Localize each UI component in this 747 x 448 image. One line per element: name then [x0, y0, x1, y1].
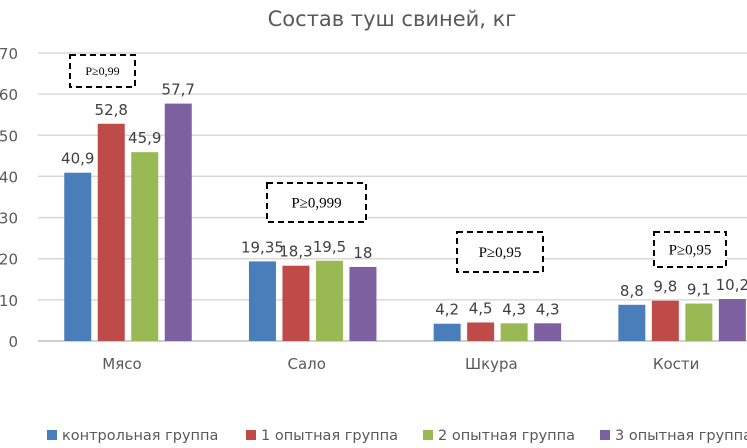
legend-label: контрольная группа — [62, 428, 218, 444]
data-label: 18 — [353, 244, 372, 262]
y-tick-label: 50 — [0, 127, 18, 145]
bar — [97, 123, 125, 341]
y-tick-label: 60 — [0, 86, 18, 104]
significance-box — [69, 54, 136, 88]
data-label: 4,5 — [469, 299, 493, 317]
bar — [64, 172, 92, 341]
chart-title: Состав туш свиней, кг — [268, 7, 517, 31]
bar — [718, 299, 746, 341]
bar — [282, 265, 310, 341]
data-label: 45,9 — [128, 129, 161, 147]
bar — [500, 323, 528, 341]
x-tick-label: Сало — [287, 355, 325, 373]
significance-box — [653, 231, 727, 268]
bar — [131, 152, 159, 341]
data-label: 52,8 — [95, 101, 128, 119]
bar — [534, 323, 562, 341]
x-tick-label: Шкура — [465, 355, 518, 373]
y-tick-label: 20 — [0, 251, 18, 269]
y-tick-label: 70 — [0, 45, 18, 63]
data-label: 4,3 — [502, 300, 526, 318]
legend-label: 1 опытная группа — [261, 428, 398, 444]
data-label: 18,3 — [279, 243, 312, 261]
y-tick-label: 40 — [0, 168, 18, 186]
significance-box — [456, 231, 544, 273]
data-label: 8,8 — [620, 282, 644, 300]
y-tick-label: 30 — [0, 210, 18, 228]
data-label: 9,8 — [653, 278, 677, 296]
bar — [248, 261, 276, 341]
bar — [315, 260, 343, 341]
bar — [164, 103, 192, 341]
x-tick-label: Мясо — [102, 355, 141, 373]
legend-label: 3 опытная группа — [615, 428, 747, 444]
bar — [618, 304, 646, 341]
bar — [685, 303, 713, 341]
bar — [467, 322, 495, 341]
bar — [433, 323, 461, 341]
significance-label: P≥0,999 — [291, 196, 341, 212]
data-label: 19,5 — [313, 238, 346, 256]
data-label: 10,2 — [716, 276, 747, 294]
data-label: 57,7 — [162, 81, 195, 99]
significance-label: P≥0,95 — [669, 243, 712, 259]
data-label: 4,3 — [536, 300, 560, 318]
significance-box — [266, 182, 367, 223]
legend-label: 2 опытная группа — [438, 428, 575, 444]
x-tick-label: Кости — [653, 355, 700, 373]
y-tick-label: 10 — [0, 292, 18, 310]
y-tick-label: 0 — [8, 333, 18, 351]
data-label: 4,2 — [435, 301, 459, 319]
bar — [651, 300, 679, 341]
data-label: 40,9 — [61, 150, 94, 168]
data-label: 19,35 — [241, 238, 284, 256]
legend-swatch — [600, 430, 610, 440]
data-label: 9,1 — [687, 281, 711, 299]
legend-swatch — [246, 430, 256, 440]
legend-swatch — [47, 430, 57, 440]
significance-label: P≥0,95 — [479, 245, 522, 261]
bar — [349, 266, 377, 341]
legend-swatch — [423, 430, 433, 440]
significance-label: P≥0,99 — [85, 64, 119, 78]
